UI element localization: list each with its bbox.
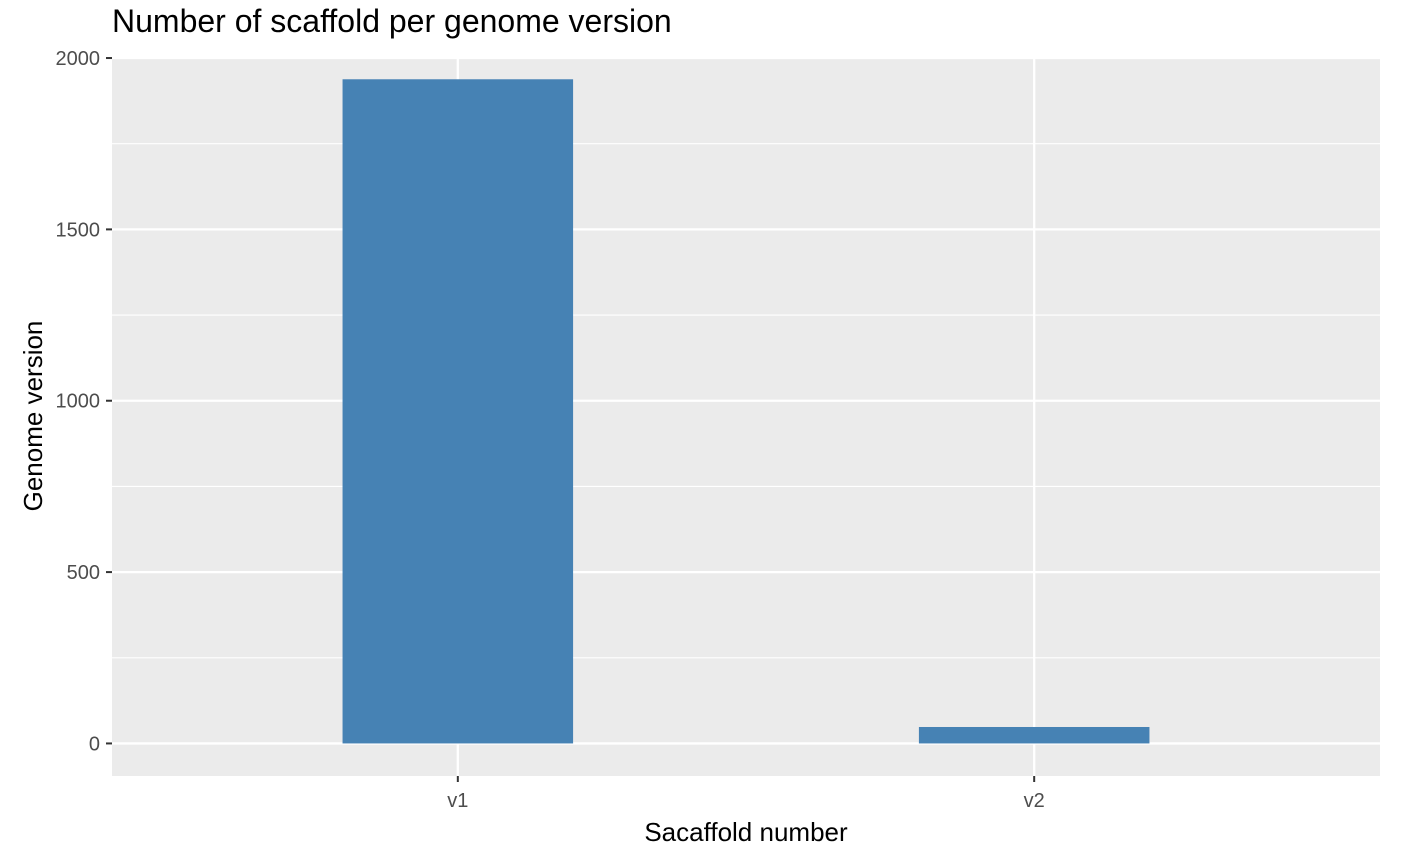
y-tick-label: 1500 xyxy=(56,219,101,241)
bars-group xyxy=(342,79,1150,744)
y-tick-label: 0 xyxy=(89,733,100,755)
chart-title: Number of scaffold per genome version xyxy=(112,3,672,39)
y-tick-label: 1000 xyxy=(56,391,101,413)
x-axis: v1 v2 xyxy=(447,776,1045,812)
x-axis-title: Sacaffold number xyxy=(644,817,848,847)
y-tick-label: 2000 xyxy=(56,48,101,70)
y-axis: 0 500 1000 1500 2000 xyxy=(56,48,112,755)
y-tick-label: 500 xyxy=(67,562,100,584)
x-tick-label: v1 xyxy=(447,790,468,812)
y-axis-title: Genome version xyxy=(18,321,48,512)
bar-v2 xyxy=(918,726,1150,744)
bar-v1 xyxy=(342,79,574,744)
minor-gridlines xyxy=(112,143,1380,659)
x-tick-label: v2 xyxy=(1024,790,1045,812)
plot-panel xyxy=(112,57,1380,776)
